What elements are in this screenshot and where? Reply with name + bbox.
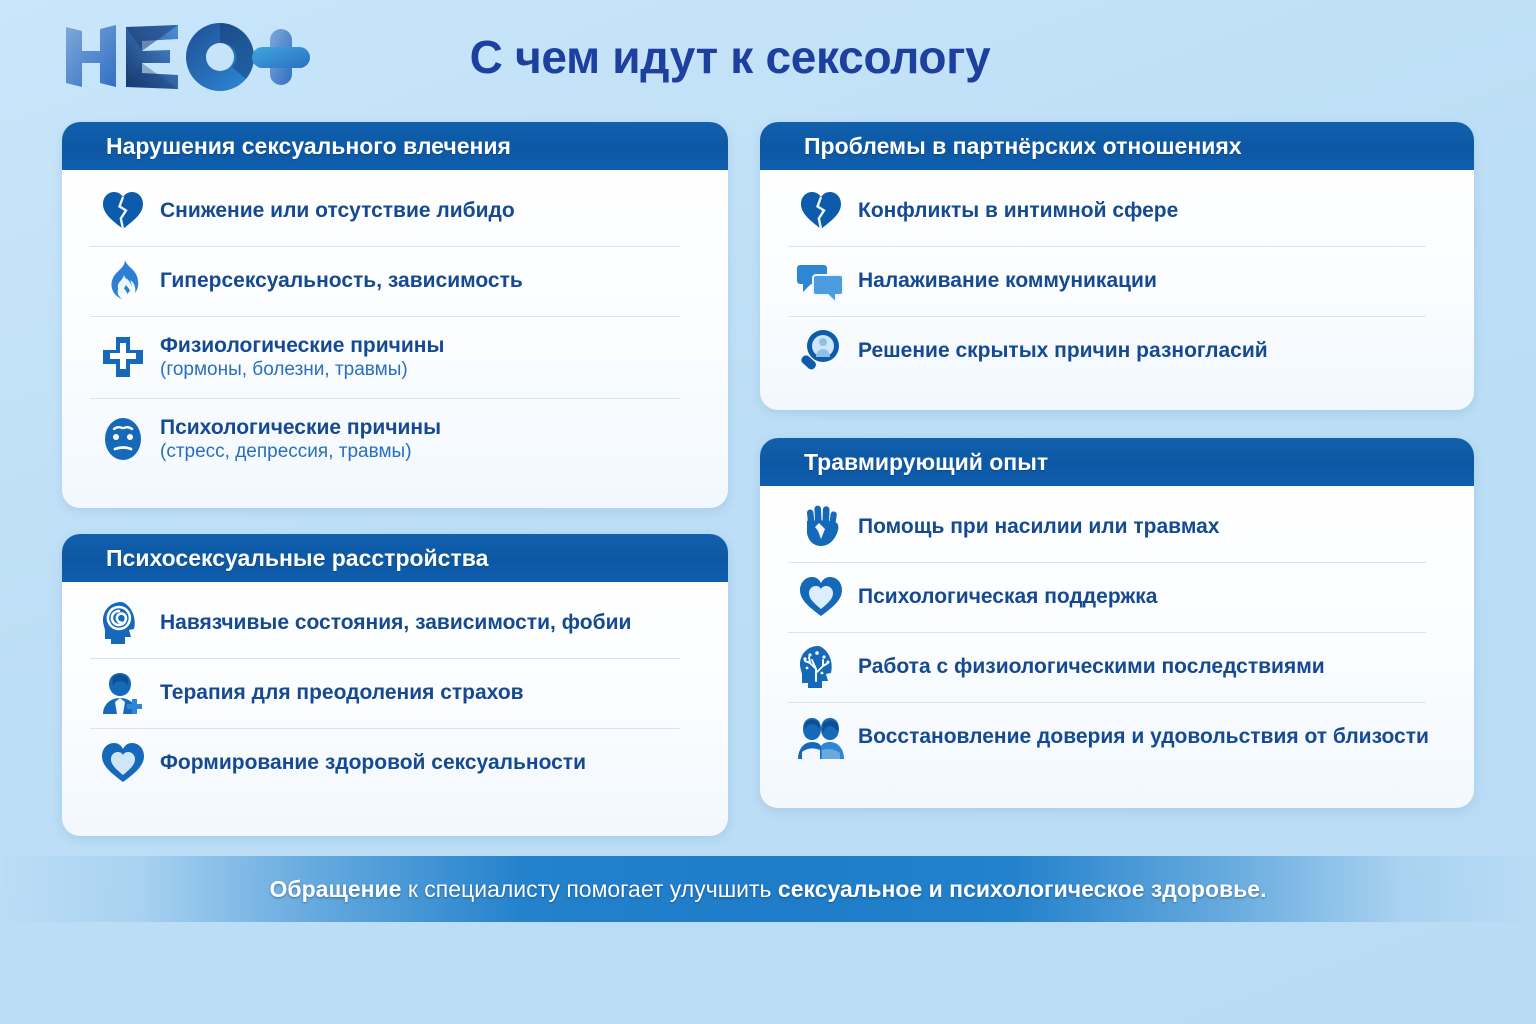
stop-hand-icon (788, 494, 854, 560)
list-item-title: Налаживание коммуникации (858, 269, 1157, 293)
row-divider (90, 728, 680, 729)
list-item[interactable]: Помощь при насилии или травмах (760, 492, 1474, 562)
heart-inner-icon (788, 564, 854, 630)
card-trauma-title: Травмирующий опыт (804, 448, 1049, 475)
list-item-title: Терапия для преодоления страхов (160, 681, 524, 705)
list-item-subtitle: (стресс, депрессия, травмы) (160, 441, 412, 463)
list-item-title: Формирование здоровой сексуальности (160, 751, 586, 775)
list-item-title: Навязчивые состояния, зависимости, фобии (160, 611, 632, 635)
card-trauma-header: Травмирующий опыт (760, 438, 1474, 486)
list-item[interactable]: Решение скрытых причин разногласий (760, 316, 1474, 386)
card-trauma-body: Помощь при насилии или травмах Психологи… (760, 486, 1474, 782)
broken-heart-icon (90, 178, 156, 244)
list-item[interactable]: Гиперсексуальность, зависимость (62, 246, 728, 316)
list-item-text: Работа с физиологическими последствиями (854, 654, 1325, 680)
couple-hug-icon (788, 704, 854, 770)
footer-banner: Обращение к специалисту помогает улучшит… (0, 856, 1536, 922)
card-traumatic-experience: Травмирующий опыт Помощь при насилии или… (760, 438, 1474, 808)
row-divider (788, 702, 1426, 703)
list-item-text: Физиологические причины (гормоны, болезн… (156, 333, 444, 382)
list-item[interactable]: Психологические причины (стресс, депресс… (62, 398, 728, 480)
list-item[interactable]: Психологическая поддержка (760, 562, 1474, 632)
list-item[interactable]: Навязчивые состояния, зависимости, фобии (62, 588, 728, 658)
sad-face-icon (90, 406, 156, 472)
row-divider (90, 316, 680, 317)
card-desire-title: Нарушения сексуального влечения (106, 132, 511, 159)
broken-heart-icon (788, 178, 854, 244)
list-item-text: Решение скрытых причин разногласий (854, 338, 1268, 364)
footer-lead: Обращение (269, 875, 402, 902)
row-divider (788, 246, 1426, 247)
list-item[interactable]: Снижение или отсутствие либидо (62, 176, 728, 246)
card-psychosexual-header: Психосексуальные расстройства (62, 534, 728, 582)
speech-bubbles-icon (788, 248, 854, 314)
card-partner-title: Проблемы в партнёрских отношениях (804, 132, 1242, 159)
head-spiral-icon (90, 590, 156, 656)
list-item[interactable]: Терапия для преодоления страхов (62, 658, 728, 728)
list-item-text: Психологические причины (стресс, депресс… (156, 415, 441, 464)
list-item-text: Налаживание коммуникации (854, 268, 1157, 294)
head-tree-icon (788, 634, 854, 700)
list-item-text: Психологическая поддержка (854, 584, 1157, 610)
footer-emphasis: сексуальное и психологическое здоровье. (777, 875, 1267, 902)
list-item[interactable]: Физиологические причины (гормоны, болезн… (62, 316, 728, 398)
list-item-title: Конфликты в интимной сфере (858, 199, 1179, 223)
card-partner-relationship-problems: Проблемы в партнёрских отношениях Конфли… (760, 122, 1474, 410)
list-item[interactable]: Конфликты в интимной сфере (760, 176, 1474, 246)
list-item-title: Физиологические причины (160, 333, 445, 357)
list-item[interactable]: Работа с физиологическими последствиями (760, 632, 1474, 702)
card-desire-disorders: Нарушения сексуального влечения Снижение… (62, 122, 728, 508)
list-item-title: Работа с физиологическими последствиями (858, 655, 1325, 679)
flame-icon (90, 248, 156, 314)
row-divider (90, 398, 680, 399)
list-item-text: Терапия для преодоления страхов (156, 680, 524, 706)
list-item-title: Восстановление доверия и удовольствия от… (858, 725, 1429, 749)
list-item-text: Восстановление доверия и удовольствия от… (854, 724, 1429, 750)
card-psychosexual-title: Психосексуальные расстройства (106, 544, 489, 571)
list-item-text: Формирование здоровой сексуальности (156, 750, 586, 776)
list-item-title: Снижение или отсутствие либидо (160, 199, 515, 223)
magnifier-person-icon (788, 318, 854, 384)
list-item[interactable]: Восстановление доверия и удовольствия от… (760, 702, 1474, 772)
list-item-text: Конфликты в интимной сфере (854, 198, 1178, 224)
person-plus-icon (90, 660, 156, 726)
list-item-title: Психологические причины (160, 415, 442, 439)
page-header: С чем идут к сексологу (0, 0, 1536, 112)
card-psychosexual-body: Навязчивые состояния, зависимости, фобии… (62, 582, 728, 808)
footer-middle: к специалисту помогает улучшить (401, 875, 778, 902)
row-divider (788, 632, 1426, 633)
neo-plus-logo (62, 16, 312, 98)
card-psychosexual-disorders: Психосексуальные расстройства Навязчивые… (62, 534, 728, 836)
list-item-text: Гиперсексуальность, зависимость (156, 268, 523, 294)
list-item-subtitle: (гормоны, болезни, травмы) (160, 359, 408, 381)
list-item-text: Навязчивые состояния, зависимости, фобии (156, 610, 631, 636)
list-item-title: Психологическая поддержка (858, 585, 1158, 609)
list-item-text: Снижение или отсутствие либидо (156, 198, 515, 224)
row-divider (90, 246, 680, 247)
heart-inner-icon (90, 730, 156, 796)
list-item-text: Помощь при насилии или травмах (854, 514, 1219, 540)
list-item-title: Помощь при насилии или травмах (858, 515, 1220, 539)
list-item[interactable]: Формирование здоровой сексуальности (62, 728, 728, 798)
row-divider (90, 658, 680, 659)
page-title: С чем идут к сексологу (469, 31, 991, 83)
list-item-title: Решение скрытых причин разногласий (858, 339, 1268, 363)
row-divider (788, 562, 1426, 563)
row-divider (788, 316, 1426, 317)
card-desire-header: Нарушения сексуального влечения (62, 122, 728, 170)
card-partner-body: Конфликты в интимной сфере Налаживание к… (760, 170, 1474, 396)
medical-cross-icon (90, 324, 156, 390)
card-partner-header: Проблемы в партнёрских отношениях (760, 122, 1474, 170)
card-desire-body: Снижение или отсутствие либидо Гиперсекс… (62, 170, 728, 490)
list-item-title: Гиперсексуальность, зависимость (160, 269, 523, 293)
list-item[interactable]: Налаживание коммуникации (760, 246, 1474, 316)
footer-text: Обращение к специалисту помогает улучшит… (270, 876, 1267, 903)
